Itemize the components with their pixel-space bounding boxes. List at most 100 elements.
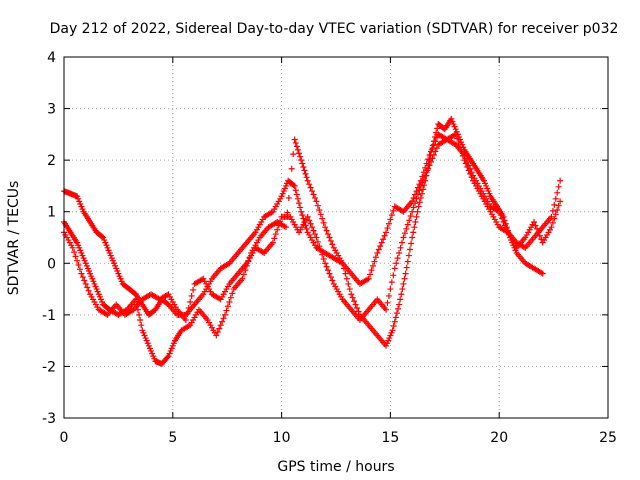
- data-point: [372, 254, 379, 261]
- data-point: [298, 208, 305, 215]
- data-point: [374, 249, 381, 256]
- data-point: [413, 195, 420, 202]
- data-point: [433, 129, 440, 136]
- data-point: [365, 275, 372, 282]
- y-tick-label: 2: [47, 153, 56, 169]
- data-point: [392, 314, 399, 321]
- data-point: [322, 260, 329, 267]
- data-points: [61, 115, 564, 367]
- data-point: [227, 294, 234, 301]
- data-point: [306, 181, 313, 188]
- data-point: [277, 218, 284, 225]
- data-point: [380, 236, 387, 243]
- data-point: [317, 211, 324, 218]
- data-point: [399, 239, 406, 246]
- data-point: [298, 157, 305, 164]
- data-point: [419, 179, 426, 186]
- data-point: [406, 217, 413, 224]
- chart-title: Day 212 of 2022, Sidereal Day-to-day VTE…: [50, 21, 619, 37]
- data-point: [282, 224, 289, 231]
- data-point: [367, 271, 374, 278]
- data-point: [368, 267, 375, 274]
- data-point: [314, 202, 321, 209]
- data-point: [401, 275, 408, 282]
- data-point: [403, 264, 410, 271]
- data-point: [398, 291, 405, 298]
- data-point: [69, 244, 76, 251]
- y-tick-label: 3: [47, 102, 56, 118]
- data-point: [412, 219, 419, 226]
- data-point: [397, 244, 404, 251]
- x-tick-label: 20: [490, 430, 508, 446]
- data-point: [188, 292, 195, 299]
- data-point: [426, 162, 433, 169]
- data-point: [375, 246, 382, 253]
- data-point: [342, 270, 349, 277]
- data-point: [299, 212, 306, 219]
- data-point: [348, 291, 355, 298]
- data-point: [394, 255, 401, 262]
- data-point: [346, 286, 353, 293]
- series-track-3: [61, 131, 564, 324]
- data-point: [329, 241, 336, 248]
- data-point: [349, 294, 356, 301]
- data-point: [325, 267, 332, 274]
- data-point: [501, 217, 508, 224]
- data-point: [311, 194, 318, 201]
- data-point: [384, 225, 391, 232]
- data-point: [393, 310, 400, 317]
- data-point: [213, 332, 220, 339]
- data-point: [290, 182, 297, 189]
- data-point: [311, 231, 318, 238]
- data-point: [531, 219, 538, 226]
- plot-frame: [63, 56, 609, 419]
- y-tick-label: 0: [47, 256, 56, 272]
- data-point: [293, 143, 300, 150]
- data-point: [418, 190, 425, 197]
- data-point: [538, 236, 545, 243]
- data-point: [401, 230, 408, 237]
- data-point: [414, 191, 421, 198]
- data-point: [339, 260, 346, 267]
- data-point: [395, 305, 402, 312]
- data-point: [413, 188, 420, 195]
- grid-lines: [64, 57, 608, 418]
- data-point: [457, 144, 464, 151]
- data-point: [410, 194, 417, 201]
- data-point: [423, 169, 430, 176]
- data-point: [422, 172, 429, 179]
- data-point: [304, 177, 311, 184]
- data-point: [411, 224, 418, 231]
- data-point: [384, 299, 391, 306]
- data-point: [297, 204, 304, 211]
- data-point: [459, 152, 466, 159]
- data-point: [185, 304, 192, 311]
- data-point: [391, 318, 398, 325]
- data-point: [554, 189, 561, 196]
- data-point: [420, 186, 427, 193]
- data-point: [420, 176, 427, 183]
- data-point: [412, 200, 419, 207]
- data-point: [413, 213, 420, 220]
- x-tick-label: 15: [381, 430, 399, 446]
- y-tick-label: 4: [47, 50, 56, 66]
- data-point: [410, 229, 417, 236]
- data-point: [217, 322, 224, 329]
- data-point: [429, 155, 436, 162]
- y-tick-label: 1: [47, 205, 56, 221]
- data-point: [399, 286, 406, 293]
- series-track-2: [61, 115, 546, 367]
- data-point: [287, 180, 294, 187]
- data-point: [239, 275, 246, 282]
- data-point: [406, 246, 413, 253]
- data-point: [404, 221, 411, 228]
- data-point: [271, 235, 278, 242]
- data-point: [371, 258, 378, 265]
- data-point: [288, 165, 295, 172]
- data-point: [532, 222, 539, 229]
- data-point: [81, 277, 88, 284]
- data-point: [454, 135, 461, 142]
- data-point: [432, 148, 439, 155]
- data-point: [323, 227, 330, 234]
